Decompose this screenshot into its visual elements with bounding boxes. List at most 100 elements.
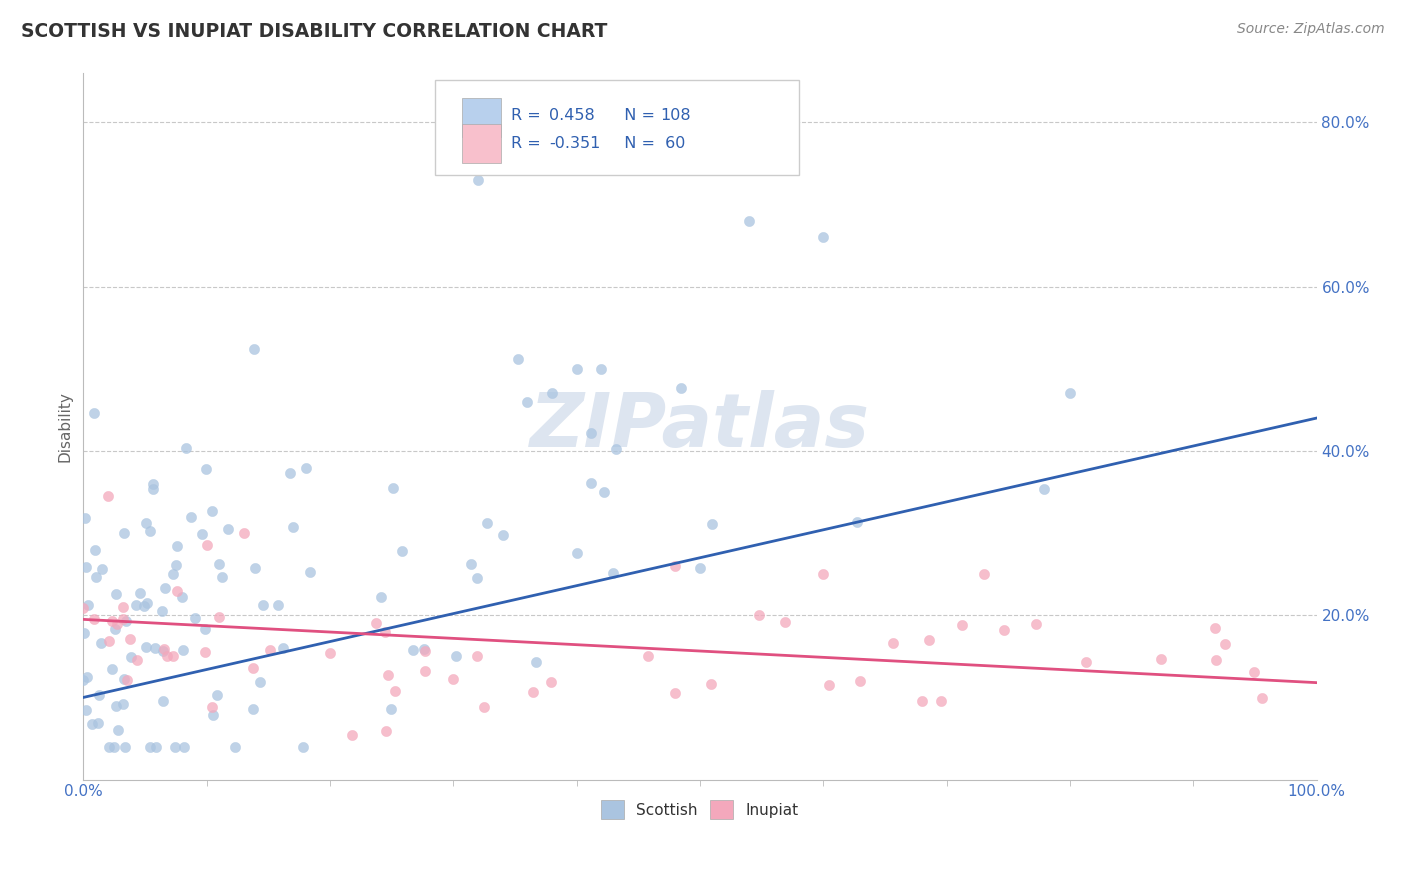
- Point: [115, 614, 138, 628]
- Point: [162, 567, 184, 582]
- Point: [669, 381, 692, 395]
- Point: [377, 667, 399, 681]
- Point: [152, 644, 174, 658]
- Point: [87, 716, 110, 731]
- Point: [565, 361, 588, 376]
- Point: [83, 406, 105, 420]
- Point: [882, 636, 904, 650]
- Point: [522, 684, 544, 698]
- Point: [1204, 621, 1226, 635]
- Point: [105, 587, 128, 601]
- Point: [1205, 653, 1227, 667]
- Point: [738, 214, 761, 228]
- Point: [366, 615, 388, 630]
- Point: [492, 528, 515, 542]
- Point: [83, 612, 105, 626]
- Point: [98, 739, 121, 754]
- Point: [291, 739, 314, 754]
- Point: [465, 649, 488, 664]
- Point: [1025, 616, 1047, 631]
- Point: [413, 642, 436, 657]
- Point: [700, 516, 723, 531]
- Point: [162, 649, 184, 664]
- Point: [224, 739, 246, 754]
- Point: [475, 516, 498, 530]
- Point: [84, 570, 107, 584]
- Point: [142, 477, 165, 491]
- Point: [173, 739, 195, 754]
- Point: [152, 642, 174, 657]
- Point: [508, 351, 530, 366]
- Point: [135, 640, 157, 654]
- Point: [75, 703, 97, 717]
- Point: [581, 476, 603, 491]
- Text: 108: 108: [661, 108, 692, 123]
- Text: SCOTTISH VS INUPIAT DISABILITY CORRELATION CHART: SCOTTISH VS INUPIAT DISABILITY CORRELATI…: [21, 22, 607, 41]
- Point: [208, 557, 231, 571]
- Point: [150, 604, 173, 618]
- Point: [112, 672, 135, 686]
- Point: [194, 622, 217, 636]
- Point: [472, 700, 495, 714]
- Point: [97, 489, 120, 503]
- Point: [84, 543, 107, 558]
- Point: [152, 693, 174, 707]
- Point: [142, 482, 165, 496]
- Point: [267, 598, 290, 612]
- Point: [1250, 690, 1272, 705]
- Point: [156, 648, 179, 663]
- Point: [101, 614, 124, 628]
- Point: [319, 646, 342, 660]
- Point: [849, 674, 872, 689]
- Point: [818, 678, 841, 692]
- Point: [195, 461, 218, 475]
- Point: [1243, 665, 1265, 679]
- Point: [125, 599, 148, 613]
- Text: Source: ZipAtlas.com: Source: ZipAtlas.com: [1237, 22, 1385, 37]
- Text: ZIPatlas: ZIPatlas: [530, 390, 870, 463]
- Point: [413, 644, 436, 658]
- Point: [813, 567, 835, 582]
- Point: [911, 694, 934, 708]
- Point: [172, 643, 194, 657]
- Point: [375, 724, 398, 739]
- Point: [973, 567, 995, 582]
- Point: [249, 674, 271, 689]
- Point: [340, 728, 363, 742]
- Point: [217, 522, 239, 536]
- Point: [243, 342, 266, 356]
- Point: [637, 648, 659, 663]
- Y-axis label: Disability: Disability: [58, 391, 72, 462]
- Point: [271, 641, 294, 656]
- Text: R =: R =: [512, 108, 546, 123]
- Point: [104, 622, 127, 636]
- Point: [460, 557, 482, 571]
- Point: [950, 618, 973, 632]
- Point: [524, 656, 547, 670]
- Point: [145, 739, 167, 754]
- Point: [993, 623, 1015, 637]
- Point: [591, 361, 613, 376]
- Point: [1150, 652, 1173, 666]
- Point: [153, 581, 176, 595]
- Point: [165, 739, 187, 754]
- Point: [72, 600, 94, 615]
- Point: [592, 485, 614, 500]
- Point: [467, 173, 489, 187]
- Point: [107, 723, 129, 738]
- Point: [565, 546, 588, 560]
- Point: [115, 673, 138, 687]
- Point: [1074, 655, 1097, 669]
- Point: [76, 670, 98, 684]
- Point: [180, 509, 202, 524]
- Point: [381, 481, 404, 495]
- FancyBboxPatch shape: [434, 80, 799, 176]
- Point: [184, 611, 207, 625]
- Point: [195, 538, 218, 552]
- Point: [605, 442, 627, 457]
- Point: [111, 697, 134, 711]
- Point: [689, 561, 711, 575]
- Point: [139, 524, 162, 538]
- Point: [104, 698, 127, 713]
- Point: [89, 688, 111, 702]
